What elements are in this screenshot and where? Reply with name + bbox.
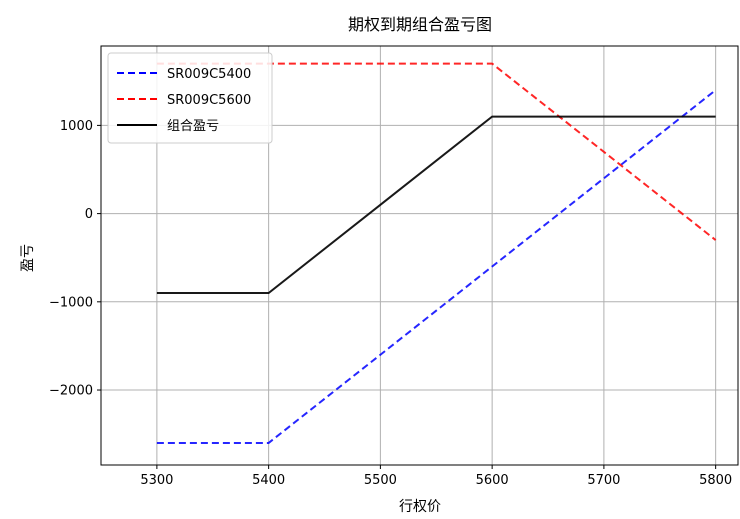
- legend: SR009C5400 SR009C5600 组合盈亏: [107, 52, 273, 144]
- x-tick-label: 5300: [140, 473, 173, 488]
- x-axis-label: 行权价: [399, 499, 441, 515]
- y-tick-label: −2000: [49, 384, 93, 399]
- x-tick-label: 5700: [587, 473, 620, 488]
- plot-area-frame: [100, 45, 739, 466]
- x-tick-label: 5500: [364, 473, 397, 488]
- x-ticks: 5300 5400 5500 5600 5700 5800: [140, 465, 732, 488]
- legend-label: 组合盈亏: [167, 119, 219, 134]
- x-tick-label: 5400: [252, 473, 285, 488]
- legend-label: SR009C5400: [167, 67, 251, 82]
- x-tick-label: 5600: [476, 473, 509, 488]
- legend-box: [107, 52, 273, 144]
- y-tick-label: 1000: [60, 119, 93, 134]
- series-line-0: [156, 89, 717, 444]
- y-tick-label: 0: [85, 207, 93, 222]
- series-line-2: [156, 115, 716, 294]
- y-tick-label: −1000: [49, 295, 93, 310]
- chart-title: 期权到期组合盈亏图: [348, 15, 492, 34]
- legend-label: SR009C5600: [167, 93, 251, 108]
- y-axis-label: 盈亏: [20, 244, 36, 272]
- y-ticks: −2000 −1000 0 1000: [49, 119, 101, 399]
- x-tick-label: 5800: [699, 473, 732, 488]
